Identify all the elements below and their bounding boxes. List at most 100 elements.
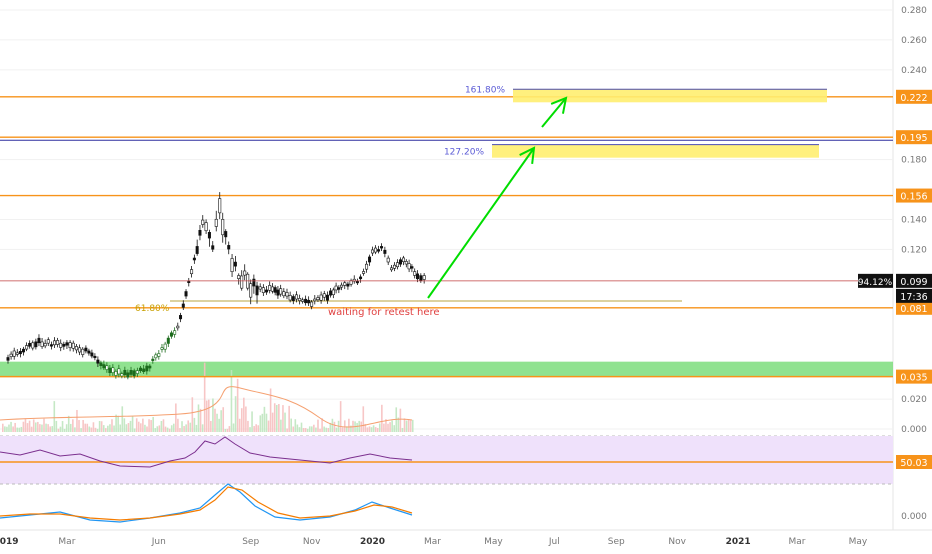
- volume-bar: [175, 403, 177, 432]
- volume-bar: [292, 426, 295, 432]
- candle-body: [21, 348, 25, 353]
- candle-body: [117, 368, 121, 375]
- candle-body: [65, 342, 69, 346]
- level-badge-label: 0.081: [900, 304, 927, 315]
- candle-body: [28, 342, 32, 347]
- level-badge-label: 0.156: [900, 192, 927, 203]
- volume-bar: [243, 397, 245, 432]
- candle-body: [221, 219, 225, 236]
- candle-body: [18, 351, 22, 355]
- volume-bar: [51, 426, 54, 432]
- candle-body: [207, 232, 211, 239]
- volume-bar: [263, 406, 266, 432]
- time-tick-label: Sep: [608, 537, 625, 547]
- volume-bar: [80, 428, 82, 432]
- volume-bar: [278, 404, 280, 432]
- volume-bar: [271, 412, 274, 432]
- candle-body: [214, 218, 218, 227]
- volume-bar: [67, 415, 70, 432]
- volume-bar: [230, 369, 233, 432]
- candle-body: [148, 365, 152, 369]
- price-tick-label: 0.280: [901, 6, 927, 16]
- volume-bar: [144, 424, 146, 432]
- candle-body: [40, 341, 44, 347]
- candle-body: [393, 264, 397, 269]
- candle-body: [298, 298, 302, 301]
- level-badge-label: 0.222: [900, 93, 927, 104]
- volume-bar: [222, 407, 225, 432]
- candle-body: [192, 257, 196, 261]
- rsi-band: [0, 436, 893, 484]
- candle-body: [211, 245, 215, 250]
- volume-bar: [78, 420, 80, 432]
- candle-body: [380, 246, 384, 249]
- volume-bar: [34, 422, 37, 432]
- volume-bar: [315, 427, 317, 432]
- candle-body: [169, 332, 173, 337]
- candle-body: [355, 280, 359, 284]
- fib-target-box: [492, 144, 819, 158]
- volume-bar: [191, 397, 194, 432]
- price-grid: [0, 9, 893, 430]
- volume-bar: [20, 426, 23, 432]
- volume-bar: [325, 427, 328, 432]
- volume-bar: [391, 420, 393, 432]
- candle-body: [365, 263, 369, 270]
- candle-body: [49, 344, 53, 347]
- volume-bar: [302, 428, 305, 432]
- volume-bar: [102, 425, 105, 432]
- candle-body: [74, 346, 78, 351]
- volume-bar: [24, 418, 27, 432]
- candle-body: [6, 357, 10, 361]
- time-tick-label: Jul: [548, 537, 560, 547]
- volume-bar: [65, 424, 68, 432]
- candle-body: [407, 263, 411, 270]
- candle-body: [265, 289, 269, 293]
- volume-bar: [407, 419, 410, 432]
- volume-bar: [37, 421, 39, 432]
- volume-bar: [28, 420, 31, 432]
- volume-bar: [152, 416, 154, 432]
- volume-bar: [8, 424, 10, 432]
- candle-body: [374, 247, 378, 253]
- candle-body: [195, 246, 199, 254]
- candle-body: [157, 353, 161, 357]
- time-badge-label: 17:36: [900, 292, 927, 303]
- volume-bar: [135, 418, 138, 432]
- volume-bar: [329, 422, 332, 432]
- volume-bar: [236, 378, 239, 432]
- volume-bar: [300, 422, 303, 432]
- price-tick-label: 0.020: [901, 395, 927, 405]
- candle-body: [268, 285, 272, 291]
- time-tick-label: Mar: [424, 537, 441, 547]
- volume-bar: [74, 427, 76, 432]
- volume-bar: [238, 418, 241, 432]
- volume-bar: [69, 423, 72, 432]
- time-badge: [896, 288, 932, 303]
- candle-body: [316, 297, 320, 301]
- volume-bar: [323, 426, 325, 432]
- volume-bar: [251, 411, 253, 432]
- candle-body: [233, 261, 237, 267]
- candle-body: [402, 257, 406, 263]
- candle-body: [173, 330, 177, 335]
- volume-bar: [255, 424, 257, 432]
- volume-bar: [374, 427, 377, 432]
- volume-bar: [4, 426, 6, 432]
- volume-bar: [109, 424, 111, 432]
- candle-body: [59, 342, 63, 348]
- candle-body: [114, 371, 118, 376]
- volume-bar: [84, 423, 86, 432]
- candle-body: [163, 343, 167, 350]
- volume-bar: [121, 406, 124, 432]
- fib-target-box: [513, 89, 827, 103]
- volume-bar: [45, 423, 47, 432]
- volume-bar: [346, 426, 348, 432]
- volume-bar: [125, 424, 128, 432]
- candle-body: [126, 372, 130, 378]
- candle-body: [240, 275, 244, 289]
- volume-bar: [168, 428, 171, 432]
- signal-line: [0, 486, 413, 521]
- price-candles: 94.12% 0.099 17:36: [0, 192, 932, 380]
